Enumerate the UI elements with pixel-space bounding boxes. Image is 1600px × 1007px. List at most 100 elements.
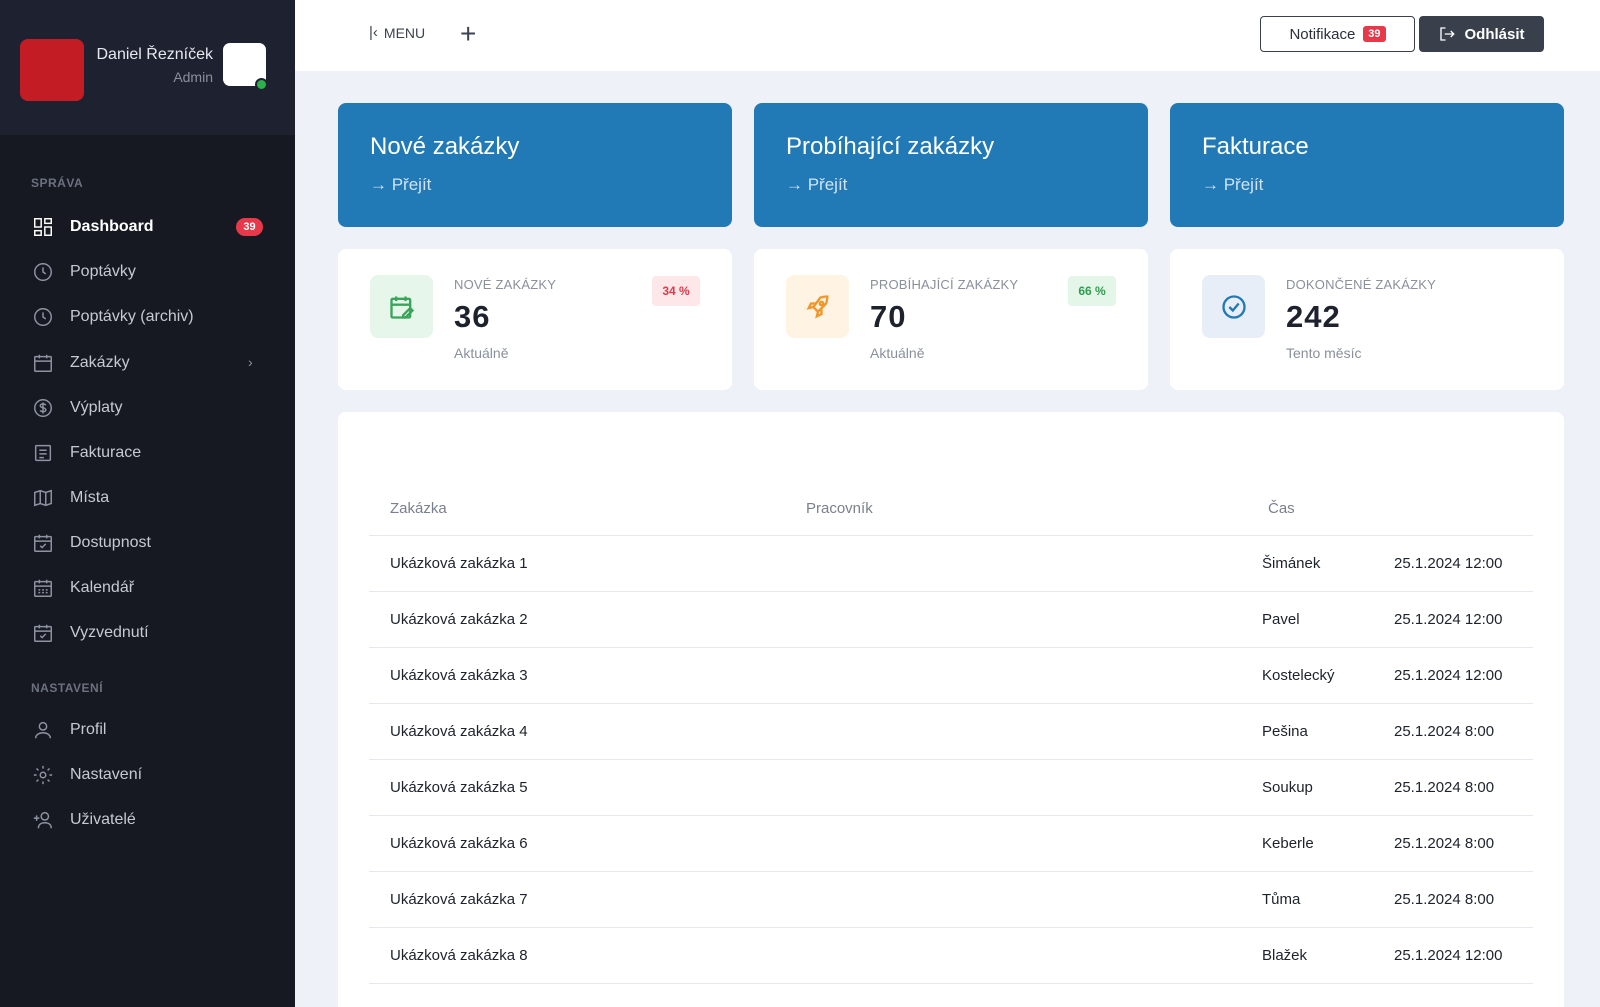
chevron-right-icon[interactable]: ›: [248, 354, 253, 370]
cell-order: Ukázková zakázka 6: [390, 835, 528, 852]
sidebar-item-label: Dostupnost: [70, 534, 151, 551]
dashboard-count-badge: 39: [236, 218, 263, 236]
map-icon: [32, 487, 54, 509]
sidebar-item-vyplaty[interactable]: Výplaty: [0, 386, 295, 430]
column-header-pracovnik[interactable]: Pracovník: [806, 500, 873, 517]
table-row[interactable]: Ukázková zakázka 7 Tůma 25.1.2024 8:00: [369, 871, 1533, 927]
sidebar-item-uzivatele[interactable]: Uživatelé: [0, 798, 295, 842]
table-row[interactable]: Ukázková zakázka 5 Soukup 25.1.2024 8:00: [369, 759, 1533, 815]
sidebar-item-label: Uživatelé: [70, 811, 136, 828]
stat-subtitle: Tento měsíc: [1286, 345, 1362, 361]
section-title-nastaveni: NASTAVENÍ: [31, 681, 104, 695]
sidebar-item-poptavky-archiv[interactable]: Poptávky (archiv): [0, 295, 295, 339]
cell-worker: Šimánek: [1262, 555, 1321, 572]
user-add-icon: [32, 809, 54, 831]
table-row-divider: [369, 983, 1533, 1007]
cell-time: 25.1.2024 12:00: [1394, 555, 1503, 572]
sidebar-item-label: Místa: [70, 489, 110, 506]
sidebar-item-label: Kalendář: [70, 579, 135, 596]
quick-link-title: Fakturace: [1202, 133, 1309, 160]
stat-value: 242: [1286, 299, 1341, 334]
stat-label: NOVÉ ZAKÁZKY: [454, 277, 557, 292]
logout-button[interactable]: Odhlásit: [1419, 16, 1544, 52]
logout-label: Odhlásit: [1464, 25, 1525, 43]
stat-card-ongoing-orders: PROBÍHAJÍCÍ ZAKÁZKY 70 Aktuálně 66 %: [754, 249, 1148, 390]
table-row[interactable]: Ukázková zakázka 4 Pešina 25.1.2024 8:00: [369, 703, 1533, 759]
quick-link-probihajici-zakazky[interactable]: Probíhající zakázky → Přejít: [754, 103, 1148, 227]
sidebar-item-label: Dashboard: [70, 218, 154, 235]
cell-worker: Keberle: [1262, 835, 1314, 852]
quick-link-go[interactable]: → Přejít: [1202, 175, 1264, 194]
sidebar-item-kalendar[interactable]: Kalendář: [0, 566, 295, 610]
rocket-icon: [786, 275, 849, 338]
dashboard-icon: [32, 216, 54, 238]
cell-time: 25.1.2024 8:00: [1394, 835, 1495, 852]
calendar-edit-icon: [370, 275, 433, 338]
cell-time: 25.1.2024 12:00: [1394, 611, 1503, 628]
cell-order: Ukázková zakázka 1: [390, 555, 528, 572]
notifications-label: Notifikace: [1289, 25, 1356, 43]
stat-card-new-orders: NOVÉ ZAKÁZKY 36 Aktuálně 34 %: [338, 249, 732, 390]
table-row[interactable]: Ukázková zakázka 3 Kostelecký 25.1.2024 …: [369, 647, 1533, 703]
quick-link-fakturace[interactable]: Fakturace → Přejít: [1170, 103, 1564, 227]
sidebar-item-dostupnost[interactable]: Dostupnost: [0, 521, 295, 565]
stat-value: 70: [870, 299, 907, 334]
sidebar-item-nastaveni[interactable]: Nastavení: [0, 753, 295, 797]
check-circle-icon: [1202, 275, 1265, 338]
stat-subtitle: Aktuálně: [870, 345, 925, 361]
clock-icon: [32, 261, 54, 283]
user-name: Daniel Řezníček: [96, 46, 214, 63]
table-row[interactable]: Ukázková zakázka 1 Šimánek 25.1.2024 12:…: [369, 535, 1533, 591]
quick-link-title: Nové zakázky: [370, 133, 520, 160]
sidebar-item-label: Fakturace: [70, 444, 142, 461]
stat-label: PROBÍHAJÍCÍ ZAKÁZKY: [870, 277, 1019, 292]
calendar-grid-icon: [32, 577, 54, 599]
table-row[interactable]: Ukázková zakázka 6 Keberle 25.1.2024 8:0…: [369, 815, 1533, 871]
quick-link-nove-zakazky[interactable]: Nové zakázky → Přejít: [338, 103, 732, 227]
avatar[interactable]: [20, 39, 84, 101]
table-row[interactable]: Ukázková zakázka 2 Pavel 25.1.2024 12:00: [369, 591, 1533, 647]
quick-link-go[interactable]: → Přejít: [786, 175, 848, 194]
cell-worker: Kostelecký: [1262, 667, 1335, 684]
sidebar-item-label: Nastavení: [70, 766, 143, 783]
collapse-menu-button[interactable]: |‹ MENU: [369, 24, 425, 41]
notifications-button[interactable]: Notifikace 39: [1260, 16, 1415, 52]
dollar-icon: [32, 397, 54, 419]
sidebar-item-vyzvednuti[interactable]: Vyzvednutí: [0, 611, 295, 655]
sidebar-item-profil[interactable]: Profil: [0, 708, 295, 752]
cell-order: Ukázková zakázka 4: [390, 723, 528, 740]
sidebar-item-zakazky[interactable]: Zakázky ›: [0, 341, 295, 385]
user-icon: [32, 719, 54, 741]
sidebar-item-dashboard[interactable]: Dashboard 39: [0, 205, 295, 249]
cell-worker: Blažek: [1262, 947, 1308, 964]
online-status-indicator: [255, 78, 268, 91]
cell-order: Ukázková zakázka 2: [390, 611, 528, 628]
user-role: Admin: [173, 69, 213, 85]
stat-label: DOKONČENÉ ZAKÁZKY: [1286, 277, 1437, 292]
topbar: |‹ MENU + Notifikace 39 Odhlásit: [295, 0, 1600, 71]
cell-worker: Pavel: [1262, 611, 1300, 628]
sidebar-item-poptavky[interactable]: Poptávky: [0, 250, 295, 294]
cell-time: 25.1.2024 12:00: [1394, 947, 1503, 964]
cell-worker: Pešina: [1262, 723, 1308, 740]
sidebar-item-mista[interactable]: Místa: [0, 476, 295, 520]
gear-icon: [32, 764, 54, 786]
sidebar-item-fakturace[interactable]: Fakturace: [0, 431, 295, 475]
calendar-check-icon: [32, 532, 54, 554]
sidebar-item-label: Vyzvednutí: [70, 624, 149, 641]
add-button[interactable]: +: [460, 18, 477, 49]
cell-time: 25.1.2024 8:00: [1394, 723, 1495, 740]
calendar-icon: [32, 352, 54, 374]
stat-value: 36: [454, 299, 491, 334]
column-header-cas[interactable]: Čas: [1268, 500, 1295, 517]
document-icon: [32, 442, 54, 464]
quick-link-go[interactable]: → Přejít: [370, 175, 432, 194]
column-header-zakazka[interactable]: Zakázka: [390, 500, 447, 517]
logout-icon: [1440, 27, 1456, 41]
menu-label: MENU: [383, 24, 426, 41]
table-row[interactable]: Ukázková zakázka 8 Blažek 25.1.2024 12:0…: [369, 927, 1533, 983]
cell-time: 25.1.2024 12:00: [1394, 667, 1503, 684]
user-profile: Daniel Řezníček Admin: [0, 0, 295, 135]
sidebar-item-label: Zakázky: [70, 354, 130, 371]
cell-order: Ukázková zakázka 3: [390, 667, 528, 684]
